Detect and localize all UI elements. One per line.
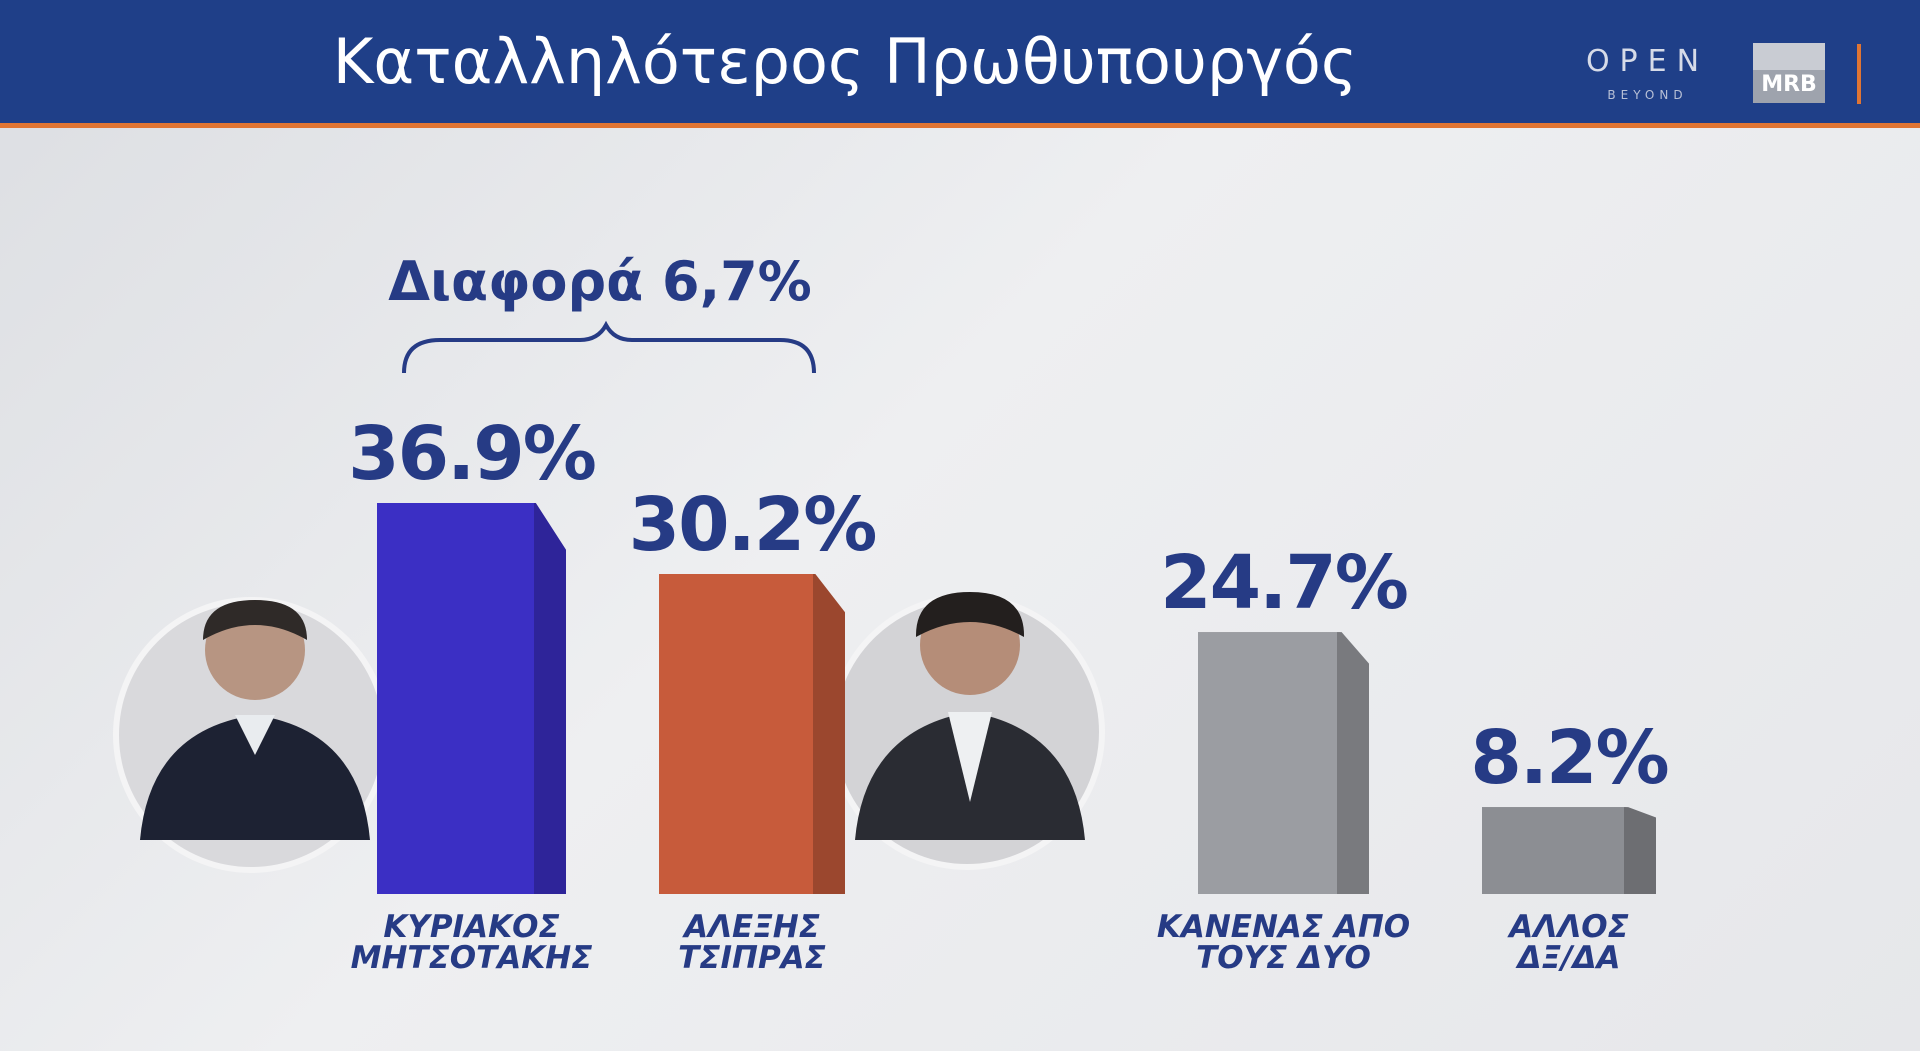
pollster-logo: MRB	[1753, 43, 1825, 103]
divider	[1857, 44, 1861, 104]
x-tick-label: ΚΑΝΕΝΑΣ ΑΠΟ ΤΟΥΣ ΔΥΟ	[1156, 909, 1411, 976]
portrait	[113, 597, 389, 873]
portrait	[829, 592, 1105, 870]
value-label: 8.2%	[1470, 715, 1669, 802]
bar	[377, 502, 566, 894]
value-label: 30.2%	[628, 481, 878, 568]
chart-title: Καταλληλότερος Πρωθυπουργός	[332, 25, 1358, 98]
annotation: Διαφορά 6,7%	[388, 250, 812, 313]
value-label: 36.9%	[348, 410, 597, 497]
header-bar	[0, 0, 1920, 128]
x-tick-label: ΑΛΛΟΣ ΔΞ/ΔΑ	[1509, 909, 1629, 976]
brace	[402, 320, 816, 374]
x-tick-label: ΑΛΕΞΗΣ ΤΣΙΠΡΑΣ	[678, 909, 826, 976]
channel-tagline: BEYOND	[1607, 88, 1688, 102]
value-label: 24.7%	[1160, 540, 1409, 627]
bar	[1198, 632, 1369, 894]
x-tick-label: ΚΥΡΙΑΚΟΣ ΜΗΤΣΟΤΑΚΗΣ	[350, 909, 593, 976]
channel-logo: OPEN	[1585, 44, 1710, 79]
bar	[659, 573, 845, 894]
bar	[1482, 807, 1656, 894]
